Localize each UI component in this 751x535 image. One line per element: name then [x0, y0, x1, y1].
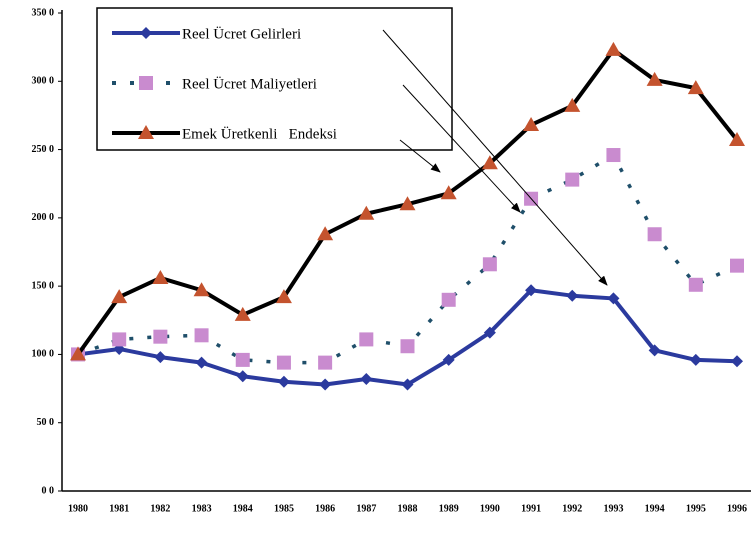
marker [360, 373, 373, 386]
marker [317, 226, 334, 241]
x-tick-label: 1980 [68, 503, 88, 514]
marker [688, 277, 703, 292]
marker [525, 284, 538, 297]
marker [483, 326, 496, 339]
x-tick-label: 1991 [521, 503, 541, 514]
marker [687, 80, 704, 95]
marker [358, 205, 375, 220]
x-tick-label: 1996 [727, 503, 747, 514]
marker [195, 356, 208, 369]
marker [235, 352, 250, 367]
marker [646, 71, 663, 86]
legend-label: Reel Ücret Maliyetleri [182, 75, 317, 92]
marker [319, 378, 332, 391]
marker [607, 292, 620, 305]
plot-area [70, 41, 745, 391]
x-tick-label: 1989 [439, 503, 459, 514]
x-tick-label: 1990 [480, 503, 500, 514]
x-tick-label: 1982 [150, 503, 170, 514]
marker [689, 353, 702, 366]
x-tick-label: 1983 [192, 503, 212, 514]
marker [138, 125, 154, 139]
marker [731, 355, 743, 368]
x-tick-label: 1984 [233, 503, 253, 514]
marker [236, 370, 249, 383]
legend-label: Reel Ücret Gelirleri [182, 25, 301, 42]
marker [729, 132, 745, 147]
marker [606, 148, 621, 163]
marker [647, 227, 662, 242]
marker [153, 329, 168, 344]
marker [401, 378, 414, 391]
marker [605, 41, 622, 56]
y-tick-label: 250 0 [32, 144, 55, 155]
annotation-arrow [402, 84, 521, 213]
marker [194, 328, 209, 343]
legend-label: Emek Üretkenli Endeksi [182, 125, 337, 142]
marker [139, 76, 153, 90]
y-tick-label: 150 0 [32, 280, 55, 291]
y-tick-label: 350 0 [32, 7, 55, 18]
marker [193, 282, 210, 297]
marker [152, 269, 169, 284]
y-tick-label: 0 0 [42, 485, 55, 496]
marker [112, 332, 127, 347]
marker [234, 306, 251, 321]
marker [566, 289, 579, 302]
x-tick-label: 1993 [603, 503, 623, 514]
marker [359, 332, 374, 347]
y-tick-label: 300 0 [32, 76, 55, 87]
marker [440, 185, 457, 200]
annotation-arrow [382, 29, 608, 286]
series-line [77, 288, 738, 387]
marker [140, 27, 152, 39]
legend: Reel Ücret Gelirleri Reel Ücret Maliyetle… [112, 25, 337, 142]
marker [442, 353, 455, 366]
marker [730, 258, 744, 273]
marker [441, 292, 456, 307]
marker [565, 172, 580, 187]
marker [400, 339, 415, 354]
y-tick-label: 200 0 [32, 212, 55, 223]
marker [482, 257, 497, 272]
x-tick-label: 1981 [109, 503, 129, 514]
x-tick-label: 1987 [356, 503, 376, 514]
marker [523, 116, 540, 131]
marker [399, 196, 416, 211]
marker [276, 355, 291, 370]
marker [564, 97, 581, 112]
marker [154, 351, 167, 364]
marker [648, 344, 661, 357]
x-tick-label: 1988 [398, 503, 418, 514]
marker [277, 375, 290, 388]
marker [481, 155, 498, 170]
y-tick-label: 50 0 [37, 417, 55, 428]
y-tick-label: 100 0 [32, 349, 55, 360]
x-tick-label: 1985 [274, 503, 294, 514]
x-tick-label: 1994 [645, 503, 665, 514]
x-tick-label: 1986 [315, 503, 335, 514]
annotation-arrow [399, 139, 441, 173]
marker [318, 355, 333, 370]
marker [275, 289, 292, 304]
x-tick-label: 1995 [686, 503, 706, 514]
marker [70, 346, 86, 361]
marker [111, 289, 128, 304]
x-tick-label: 1992 [562, 503, 582, 514]
